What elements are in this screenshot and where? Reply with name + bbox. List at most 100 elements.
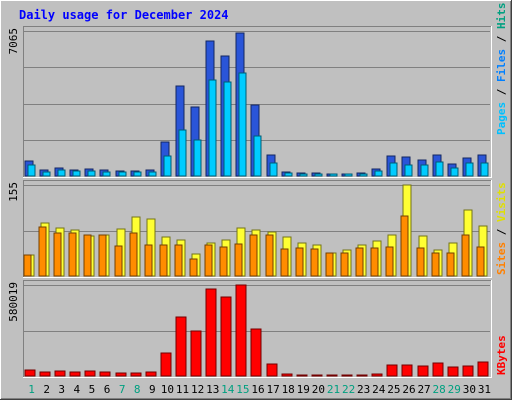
bar-fill [148, 171, 157, 177]
bar-sites-day-14 [219, 246, 228, 277]
x-tick-label-day-5: 5 [89, 383, 96, 396]
bar-fill [417, 365, 429, 377]
bar-kbytes-day-6 [99, 371, 111, 377]
bar-fill [27, 164, 36, 177]
bar-kbytes-day-23 [356, 374, 368, 377]
bar-sites-day-6 [98, 234, 107, 277]
bar-fill [401, 364, 413, 377]
legend-item-pages: Pages [495, 102, 508, 135]
bar-fill [344, 173, 353, 177]
bar-fill [118, 171, 127, 177]
bar-files-day-28 [435, 161, 444, 177]
bar-fill [189, 258, 198, 277]
x-tick-label-day-29: 29 [448, 383, 461, 396]
bar-fill [24, 369, 36, 377]
bar-kbytes-day-5 [84, 370, 96, 377]
x-tick-label-day-25: 25 [387, 383, 400, 396]
bar-files-day-23 [359, 173, 368, 177]
bar-fill [385, 246, 394, 277]
panel-3: 580019 [7, 280, 492, 378]
bar-kbytes-day-11 [175, 316, 187, 377]
bar-fill [145, 371, 157, 377]
bar-sites-day-8 [129, 232, 138, 277]
bar-fill [99, 371, 111, 377]
bar-sites-day-19 [295, 247, 304, 277]
bar-fill [404, 164, 413, 177]
bar-fill [340, 252, 349, 277]
bar-files-day-30 [465, 162, 474, 177]
bar-fill [133, 171, 142, 177]
bar-fill [38, 226, 47, 277]
bar-fill [311, 374, 323, 377]
bar-kbytes-day-29 [447, 366, 459, 377]
bar-sites-day-16 [249, 234, 258, 277]
bar-sites-day-23 [355, 247, 364, 277]
legend-separator: / [495, 222, 508, 242]
bar-fill [87, 170, 96, 177]
bar-kbytes-day-28 [432, 362, 444, 377]
bar-fill [476, 246, 485, 277]
bar-files-day-4 [72, 170, 81, 177]
bar-files-day-6 [102, 171, 111, 177]
x-tick-label-day-10: 10 [161, 383, 174, 396]
bar-sites-day-3 [53, 232, 62, 277]
bar-fill [160, 352, 172, 377]
bar-kbytes-day-7 [115, 372, 127, 377]
bar-kbytes-day-4 [69, 371, 81, 377]
bar-files-day-22 [344, 173, 353, 177]
x-tick-label-day-23: 23 [357, 383, 370, 396]
bar-fill [310, 248, 319, 277]
bar-kbytes-day-1 [24, 369, 36, 377]
bar-fill [265, 234, 274, 277]
x-tick-label-day-30: 30 [463, 383, 476, 396]
bar-sites-day-9 [144, 244, 153, 277]
legend-item-visits: Visits [495, 182, 508, 222]
bar-fill [329, 173, 338, 177]
x-tick-label-day-24: 24 [372, 383, 386, 396]
bar-fill [42, 171, 51, 177]
bar-kbytes-day-17 [266, 363, 278, 377]
bar-fill [54, 370, 66, 377]
bar-sites-day-29 [446, 252, 455, 277]
bar-fill [69, 371, 81, 377]
x-tick-label-day-8: 8 [134, 383, 141, 396]
bar-files-day-24 [374, 170, 383, 177]
bar-fill [129, 232, 138, 277]
legend-item-sites: Sites [495, 242, 508, 275]
bar-kbytes-day-10 [160, 352, 172, 377]
bar-sites-day-13 [204, 244, 213, 277]
bar-fill [220, 296, 232, 377]
bar-fill [355, 247, 364, 277]
bar-sites-day-2 [38, 226, 47, 277]
panel-2: 155 [7, 180, 492, 278]
bar-fill [359, 173, 368, 177]
x-tick-label-day-21: 21 [327, 383, 340, 396]
bar-fill [238, 72, 247, 177]
x-tick-label-day-27: 27 [417, 383, 430, 396]
bar-files-day-5 [87, 170, 96, 177]
bar-fill [190, 330, 202, 377]
bar-files-day-15 [238, 72, 247, 177]
bar-kbytes-day-25 [386, 364, 398, 377]
x-tick-label-day-14: 14 [221, 383, 235, 396]
bar-fill [461, 234, 470, 277]
x-tick-label-day-13: 13 [206, 383, 219, 396]
bar-files-day-25 [389, 162, 398, 177]
x-tick-label-day-3: 3 [58, 383, 65, 396]
bar-files-day-13 [208, 79, 217, 177]
bar-sites-day-22 [340, 252, 349, 277]
bar-sites-day-7 [114, 245, 123, 277]
bar-kbytes-day-21 [326, 374, 338, 377]
bar-files-day-3 [57, 169, 66, 177]
bar-kbytes-day-15 [235, 284, 247, 377]
x-tick-label-day-31: 31 [478, 383, 491, 396]
bar-fill [193, 139, 202, 177]
bar-kbytes-day-18 [281, 373, 293, 377]
bar-fill [314, 173, 323, 177]
bar-fill [266, 363, 278, 377]
bar-files-day-8 [133, 171, 142, 177]
bar-kbytes-day-12 [190, 330, 202, 377]
bar-fill [235, 284, 247, 377]
bar-kbytes-day-14 [220, 296, 232, 377]
